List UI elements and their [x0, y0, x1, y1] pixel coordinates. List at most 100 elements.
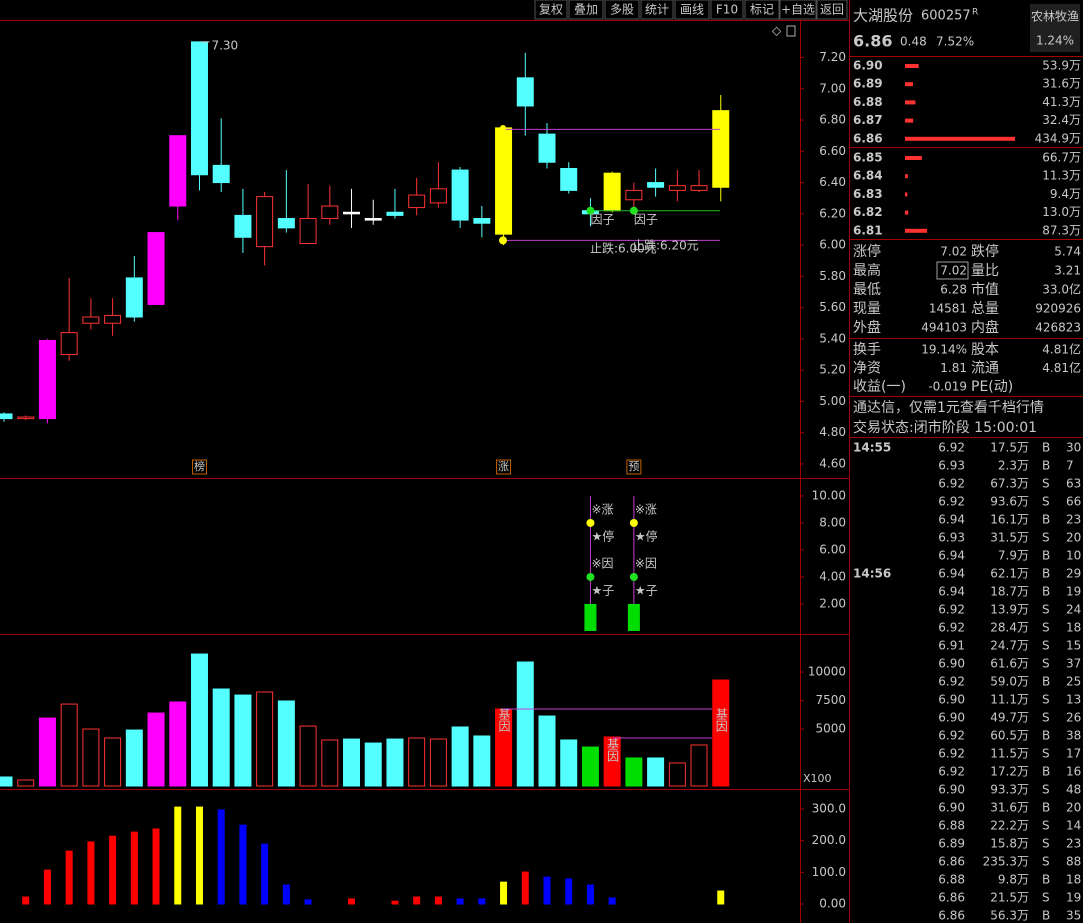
bar [169, 701, 187, 787]
stat-label: 换手 [853, 341, 881, 358]
signal-label: ※因 [591, 557, 613, 571]
bar [386, 738, 404, 787]
banner[interactable]: 通达信，仅需1元查看千档行情 [853, 400, 1044, 416]
trade-price: 6.92 [938, 675, 965, 689]
toolbar-label[interactable]: 画线 [680, 3, 704, 17]
trade-price: 6.94 [938, 513, 965, 527]
y-tick-label: 0.00 [819, 897, 846, 911]
trade-price: 6.91 [938, 639, 965, 653]
bar [429, 738, 447, 787]
toolbar-label[interactable]: 叠加 [574, 3, 598, 17]
toolbar-label[interactable]: +自选 [781, 3, 815, 17]
bar [348, 898, 356, 905]
toolbar-label[interactable]: F10 [716, 3, 738, 17]
tag: 预 [628, 460, 639, 473]
trade-volume: 31.5万 [990, 531, 1029, 545]
toolbar-button[interactable] [640, 0, 674, 20]
trade-price: 6.90 [938, 657, 965, 671]
toolbar-button[interactable] [604, 0, 640, 20]
book-bar [905, 82, 913, 87]
bar [543, 876, 551, 905]
trade-volume: 24.7万 [990, 639, 1029, 653]
toolbar-label[interactable]: 返回 [820, 3, 844, 17]
trade-count: 20 [1066, 801, 1081, 815]
trade-volume: 11.1万 [990, 693, 1029, 707]
sector-box [1030, 4, 1080, 52]
factor-dot [586, 206, 595, 215]
bar [195, 806, 203, 905]
bar [603, 736, 621, 787]
stat-value: 494103 [921, 321, 967, 335]
bar [38, 717, 56, 787]
tag: 榜 [194, 459, 205, 473]
y-tick-label: 6.80 [819, 113, 846, 127]
factor-label: 因子 [634, 213, 658, 227]
trade-price: 6.93 [938, 531, 965, 545]
trade-side: B [1042, 441, 1050, 455]
bar [130, 831, 138, 905]
candle-body [343, 211, 361, 215]
trade-count: 14 [1066, 819, 1081, 833]
toolbar-button[interactable] [534, 0, 568, 20]
bar [234, 694, 252, 787]
toolbar-button[interactable] [674, 0, 710, 20]
trade-price: 6.90 [938, 711, 965, 725]
trade-count: 23 [1066, 837, 1081, 851]
candle-body [17, 416, 35, 420]
bar [586, 884, 594, 905]
trade-volume: 28.4万 [990, 621, 1029, 635]
trade-time: 14:56 [853, 567, 891, 581]
signal-label: ★停 [591, 529, 614, 544]
toolbar-button[interactable] [779, 0, 817, 20]
stat-value: 5.74 [1054, 245, 1081, 259]
candle-body [668, 185, 686, 191]
stat-value: 4.81亿 [1042, 342, 1081, 357]
candle-body [234, 214, 252, 238]
toolbar-button[interactable] [816, 0, 848, 20]
y-tick-label: 7500 [815, 693, 846, 707]
bar [408, 737, 426, 787]
bar [668, 762, 686, 787]
bar [43, 869, 51, 905]
trade-volume: 59.0万 [990, 675, 1029, 689]
toolbar-label[interactable]: 复权 [539, 3, 563, 17]
stat-value: 4.81亿 [1042, 360, 1081, 375]
toolbar-button[interactable] [568, 0, 604, 20]
trade-count: 48 [1066, 783, 1081, 797]
trade-side: S [1042, 639, 1050, 653]
icon[interactable]: ◇ [772, 24, 782, 38]
trade-side: S [1042, 747, 1050, 761]
candle-body [0, 413, 13, 420]
book-price: 6.84 [853, 169, 883, 183]
book-price: 6.82 [853, 205, 883, 219]
bar [712, 679, 730, 787]
toolbar-label[interactable]: 多股 [610, 3, 634, 17]
stat-label: 跌停 [971, 243, 999, 260]
toolbar-button[interactable] [710, 0, 744, 20]
trade-price: 6.92 [938, 495, 965, 509]
trade-price: 6.93 [938, 459, 965, 473]
stat-value: -0.019 [928, 380, 967, 394]
sector-pct: 1.24% [1036, 34, 1074, 48]
icon[interactable] [786, 25, 796, 37]
trade-side: B [1042, 909, 1050, 923]
trade-count: 15 [1066, 639, 1081, 653]
y-tick-label: 4.00 [819, 569, 846, 583]
trade-side: B [1042, 513, 1050, 527]
toolbar-label[interactable]: 标记 [750, 3, 774, 17]
stat-label: 现量 [853, 301, 881, 317]
signal-label: ★子 [635, 584, 658, 598]
book-bar [905, 210, 909, 215]
book-price: 6.90 [853, 59, 883, 73]
toolbar-button[interactable] [744, 0, 780, 20]
candle-body [516, 77, 534, 107]
book-bar [905, 100, 916, 105]
bar [212, 688, 230, 787]
bar [364, 742, 382, 787]
candle-body [690, 185, 708, 191]
book-volume: 13.0万 [1042, 205, 1081, 219]
trade-volume: 62.1万 [990, 567, 1029, 581]
trade-side: S [1042, 531, 1050, 545]
bar [413, 896, 421, 905]
toolbar-label[interactable]: 统计 [645, 3, 669, 17]
